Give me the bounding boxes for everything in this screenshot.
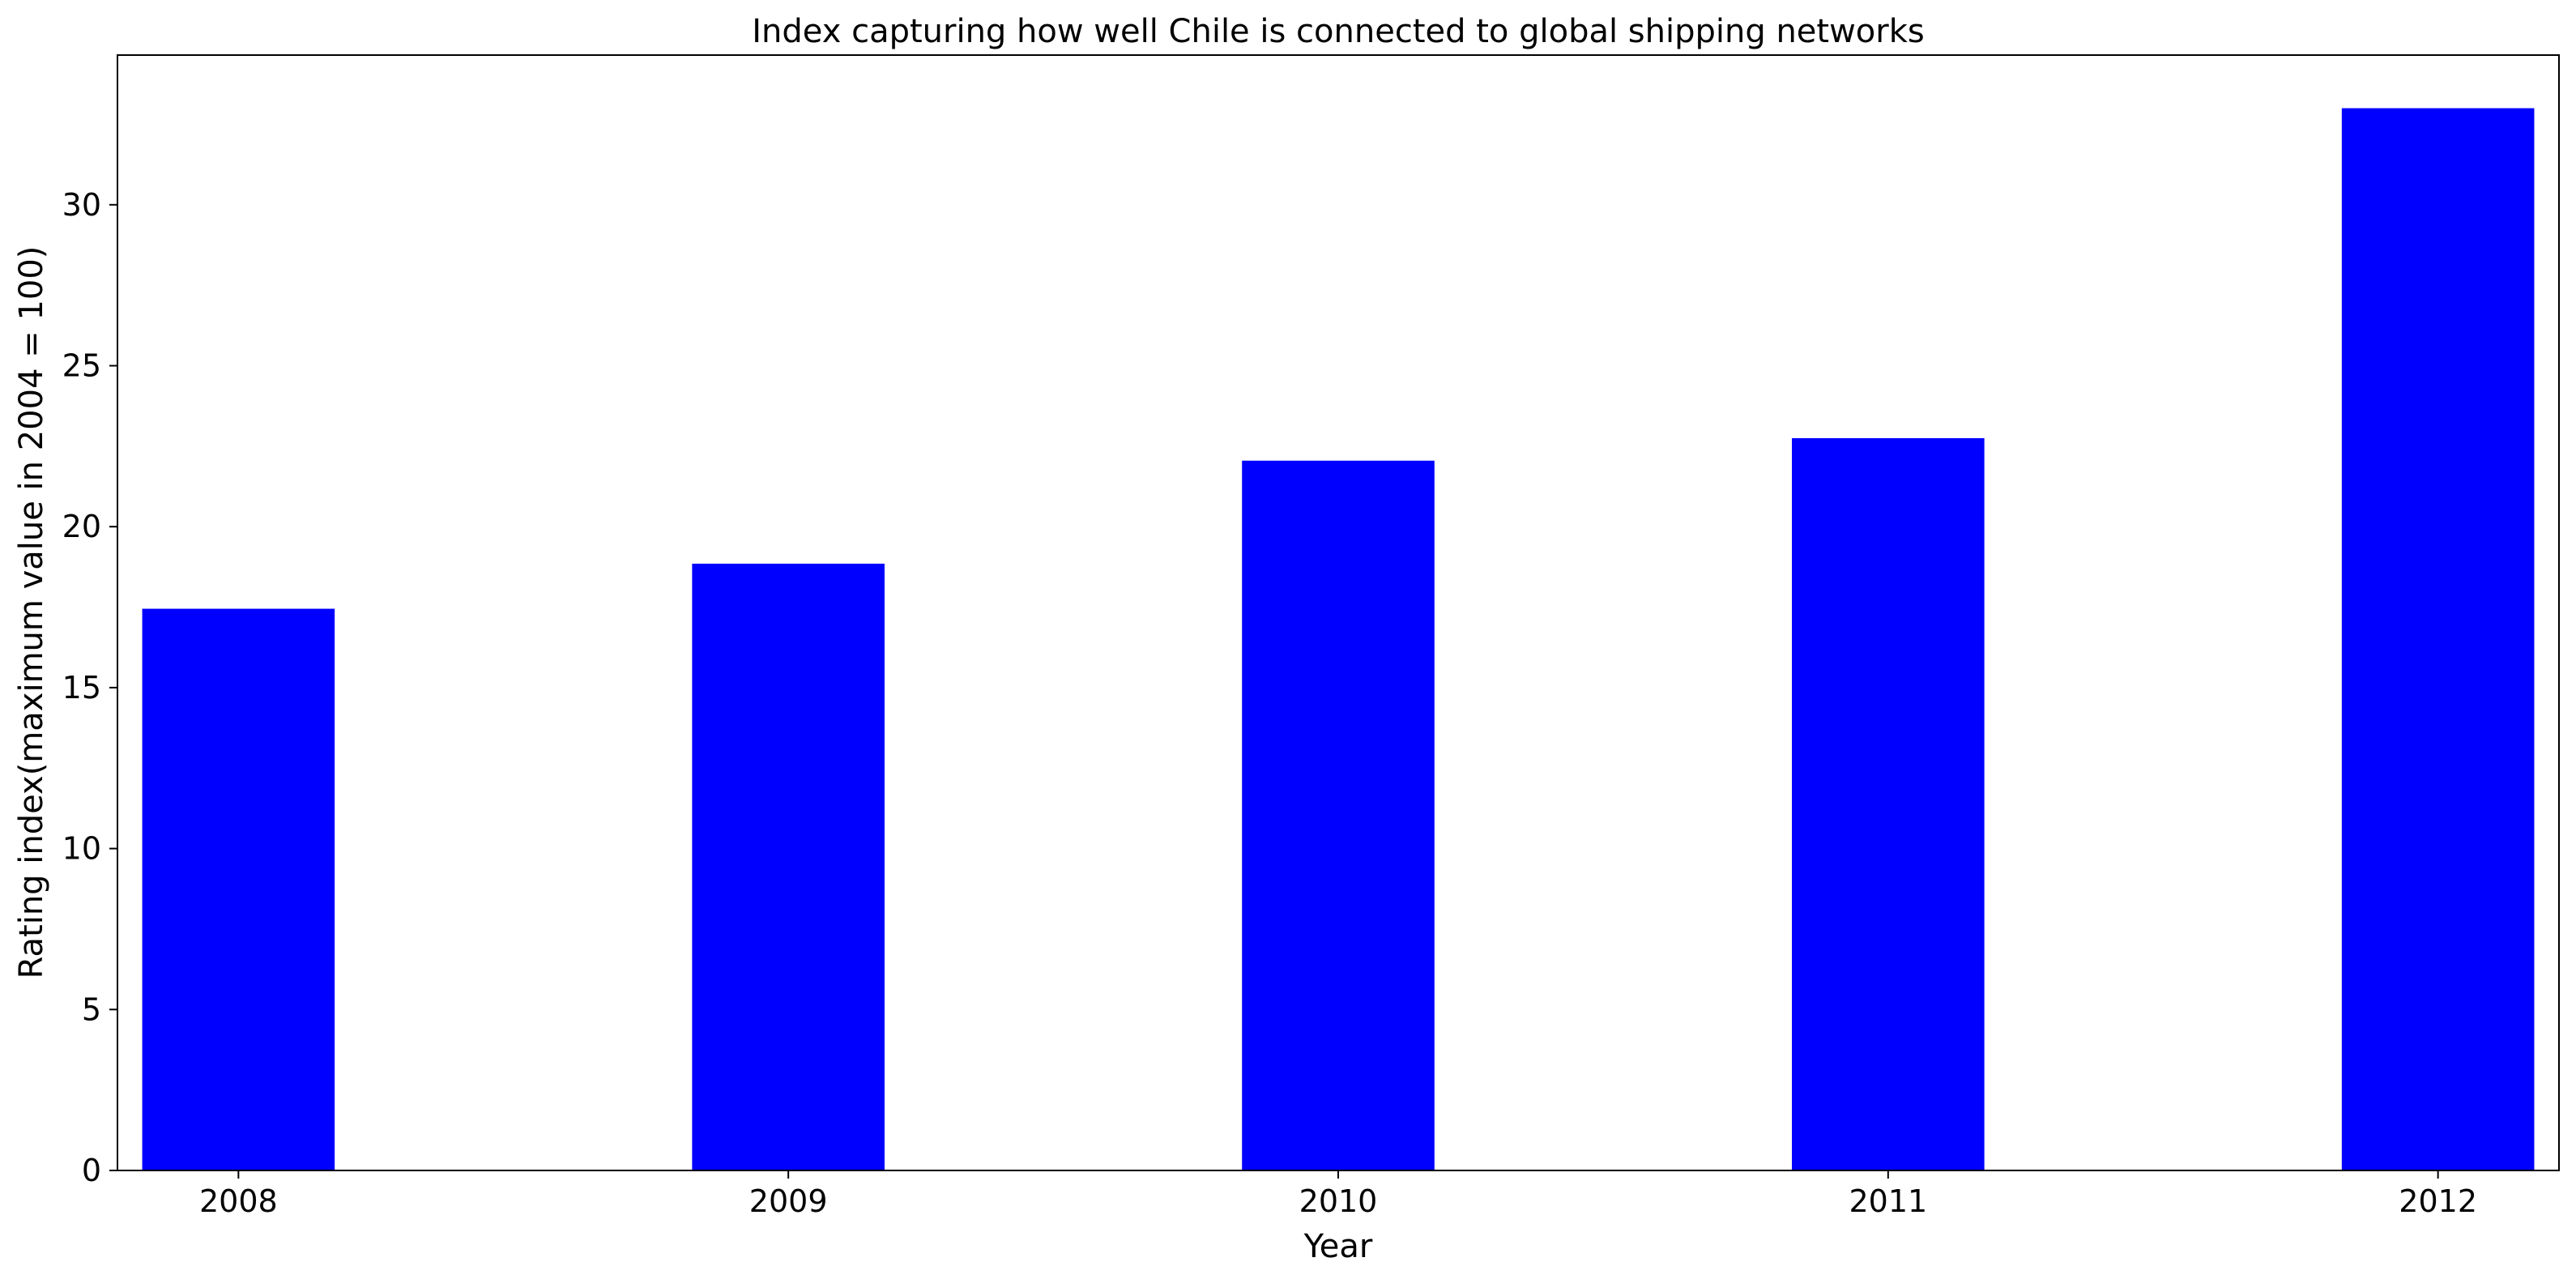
bar-2011 xyxy=(1792,437,1985,1170)
x-tick-label-2011: 2011 xyxy=(1849,1183,1927,1219)
bar-2012 xyxy=(2341,108,2535,1171)
x-axis: 2008 2009 2010 2011 2012 xyxy=(199,1170,2477,1219)
bar-2008 xyxy=(142,608,335,1170)
plot-frame xyxy=(117,54,2560,1171)
bars-layer xyxy=(142,108,2535,1171)
x-tick-label-2008: 2008 xyxy=(199,1183,278,1219)
y-tick-label-10: 10 xyxy=(62,831,101,867)
y-tick-label-25: 25 xyxy=(62,347,101,383)
bar-2010 xyxy=(1242,460,1435,1170)
x-tick-label-2012: 2012 xyxy=(2399,1183,2477,1219)
chart-title: Index capturing how well Chile is connec… xyxy=(752,13,1924,50)
y-tick-label-30: 30 xyxy=(62,187,101,223)
x-tick-label-2010: 2010 xyxy=(1299,1183,1378,1219)
x-axis-label: Year xyxy=(1303,1228,1373,1265)
y-axis-label: Rating index(maximum value in 2004 = 100… xyxy=(13,246,50,979)
y-tick-label-15: 15 xyxy=(62,670,101,706)
y-tick-label-0: 0 xyxy=(82,1153,101,1188)
y-tick-label-20: 20 xyxy=(62,509,101,544)
y-axis: 0 5 10 15 20 25 30 xyxy=(62,187,117,1188)
bar-2009 xyxy=(692,563,885,1170)
y-tick-label-5: 5 xyxy=(82,991,101,1027)
x-tick-label-2009: 2009 xyxy=(749,1183,828,1219)
